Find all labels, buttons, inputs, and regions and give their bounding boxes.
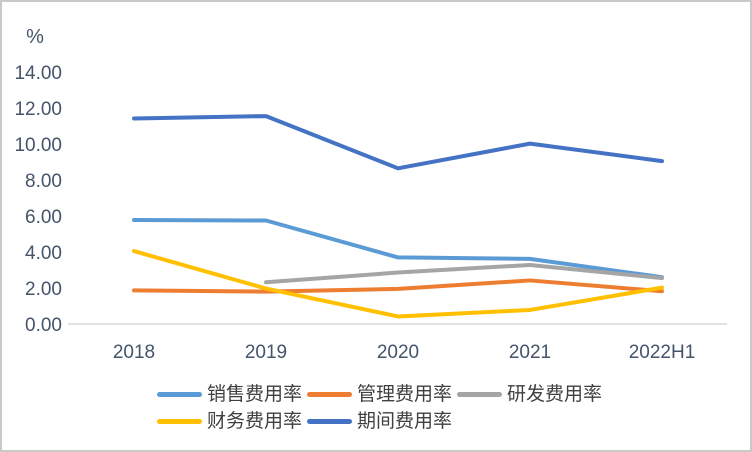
legend-item-1: 销售费用率: [157, 385, 307, 404]
legend-item-3: 研发费用率: [457, 385, 607, 404]
series-line-1: [132, 217, 664, 280]
y-axis-tick-label: 2.00: [25, 279, 62, 300]
series-line-3: [264, 262, 664, 285]
legend-item-4: 财务费用率: [157, 412, 307, 431]
legend-row: 财务费用率 期间费用率: [157, 408, 607, 435]
legend-item-2: 管理费用率: [307, 385, 457, 404]
y-axis-tick-label: 0.00: [25, 315, 62, 336]
legend-row: 销售费用率 管理费用率 研发费用率: [157, 381, 607, 408]
y-axis-tick-label: 12.00: [14, 99, 62, 120]
series-line-5: [132, 114, 664, 171]
x-axis-category-label: 2018: [113, 342, 155, 363]
x-axis-category-label: 2022H1: [629, 342, 696, 363]
legend-swatch-icon: [307, 419, 352, 424]
chart-legend: 销售费用率 管理费用率 研发费用率财务费用率 期间费用率: [157, 381, 607, 435]
y-axis-tick-label: 8.00: [25, 171, 62, 192]
legend-swatch-icon: [157, 419, 202, 424]
series-line-2: [132, 278, 664, 294]
legend-label: 期间费用率: [357, 411, 453, 432]
x-axis-category-label: 2020: [377, 342, 419, 363]
x-axis-category-label: 2021: [509, 342, 551, 363]
legend-item-5: 期间费用率: [307, 412, 457, 431]
y-axis-tick-label: 10.00: [14, 135, 62, 156]
legend-label: 研发费用率: [507, 384, 603, 405]
series-line-4: [132, 249, 664, 319]
legend-swatch-icon: [457, 392, 502, 397]
y-axis-tick-label: 14.00: [14, 63, 62, 84]
legend-swatch-icon: [307, 392, 352, 397]
legend-swatch-icon: [157, 392, 202, 397]
legend-label: 销售费用率: [207, 384, 303, 405]
legend-label: 财务费用率: [207, 411, 303, 432]
y-axis-tick-label: 6.00: [25, 207, 62, 228]
x-axis-category-label: 2019: [245, 342, 287, 363]
y-axis-tick-label: 4.00: [25, 243, 62, 264]
y-axis-unit-label: %: [26, 26, 44, 48]
legend-label: 管理费用率: [357, 384, 453, 405]
